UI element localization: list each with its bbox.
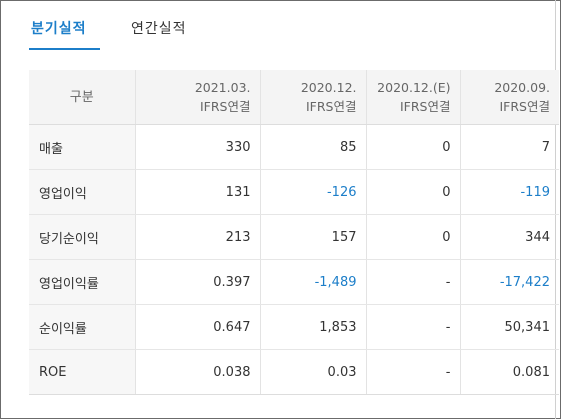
- cell-value: 131: [134, 169, 260, 215]
- cell-value: -119: [459, 169, 559, 215]
- header-period-basis: IFRS연결: [400, 99, 451, 114]
- table-header-row: 구분 2021.03. IFRS연결 2020.12. IFRS연결 2020.…: [29, 70, 559, 125]
- cell-value: 344: [459, 214, 559, 260]
- row-label: 당기순이익: [29, 214, 135, 260]
- tab-quarterly[interactable]: 분기실적: [31, 21, 87, 37]
- cell-value: -: [365, 304, 460, 350]
- header-period-basis: IFRS연결: [306, 99, 357, 114]
- cell-value: 0: [365, 124, 460, 170]
- header-period-basis: IFRS연결: [499, 99, 551, 114]
- tab-bar: 분기실적 연간실적: [0, 0, 555, 50]
- table-row: 당기순이익 213 157 0 344: [29, 214, 559, 260]
- header-period: 2020.12. IFRS연결: [259, 70, 366, 125]
- cell-value: 0.081: [459, 349, 559, 395]
- cell-value: 157: [259, 214, 366, 260]
- row-label: ROE: [29, 349, 135, 395]
- cell-value: -17,422: [459, 259, 559, 305]
- cell-value: 213: [134, 214, 260, 260]
- row-label: 영업이익률: [29, 259, 135, 305]
- cell-value: 85: [259, 124, 366, 170]
- row-label: 순이익률: [29, 304, 135, 350]
- cell-value: 0.038: [134, 349, 260, 395]
- cell-value: 0.647: [134, 304, 260, 350]
- header-period-basis: IFRS연결: [200, 99, 251, 114]
- cell-value: 0: [365, 169, 460, 215]
- header-period-date: 2020.12.: [300, 80, 357, 95]
- cell-value: 0: [365, 214, 460, 260]
- cell-value: 7: [459, 124, 559, 170]
- header-period: 2021.03. IFRS연결: [134, 70, 260, 125]
- cell-value: 0.03: [259, 349, 366, 395]
- cell-value: -126: [259, 169, 366, 215]
- table-row: 영업이익 131 -126 0 -119: [29, 169, 559, 215]
- tab-annual[interactable]: 연간실적: [131, 21, 187, 37]
- cell-value: -: [365, 349, 460, 395]
- table-row: 영업이익률 0.397 -1,489- -17,422: [29, 259, 559, 305]
- header-period-date: 2021.03.: [194, 80, 251, 95]
- row-label: 매출: [29, 124, 135, 170]
- header-period-date: 2020.12.(E): [377, 80, 451, 95]
- row-label: 영업이익: [29, 169, 135, 215]
- financials-table: 구분 2021.03. IFRS연결 2020.12. IFRS연결 2020.…: [29, 70, 559, 395]
- cell-value: 1,853: [259, 304, 366, 350]
- header-period: 2020.12.(E) IFRS연결: [365, 70, 460, 125]
- cell-value: -1,489: [259, 259, 366, 305]
- cell-value: 50,341: [459, 304, 559, 350]
- header-period-date: 2020.09.: [494, 80, 550, 95]
- active-tab-indicator: [29, 48, 100, 50]
- cell-value: -: [365, 259, 460, 305]
- header-category: 구분: [29, 70, 135, 125]
- cell-value: 0.397: [134, 259, 260, 305]
- table-row: 순이익률 0.647 1,853-50,341: [29, 304, 559, 350]
- header-period: 2020.09. IFRS연결: [459, 70, 559, 125]
- table-row: 매출 330 85 0 7: [29, 124, 559, 170]
- table-row: ROE 0.038 0.03-0.081: [29, 349, 559, 395]
- cell-value: 330: [134, 124, 260, 170]
